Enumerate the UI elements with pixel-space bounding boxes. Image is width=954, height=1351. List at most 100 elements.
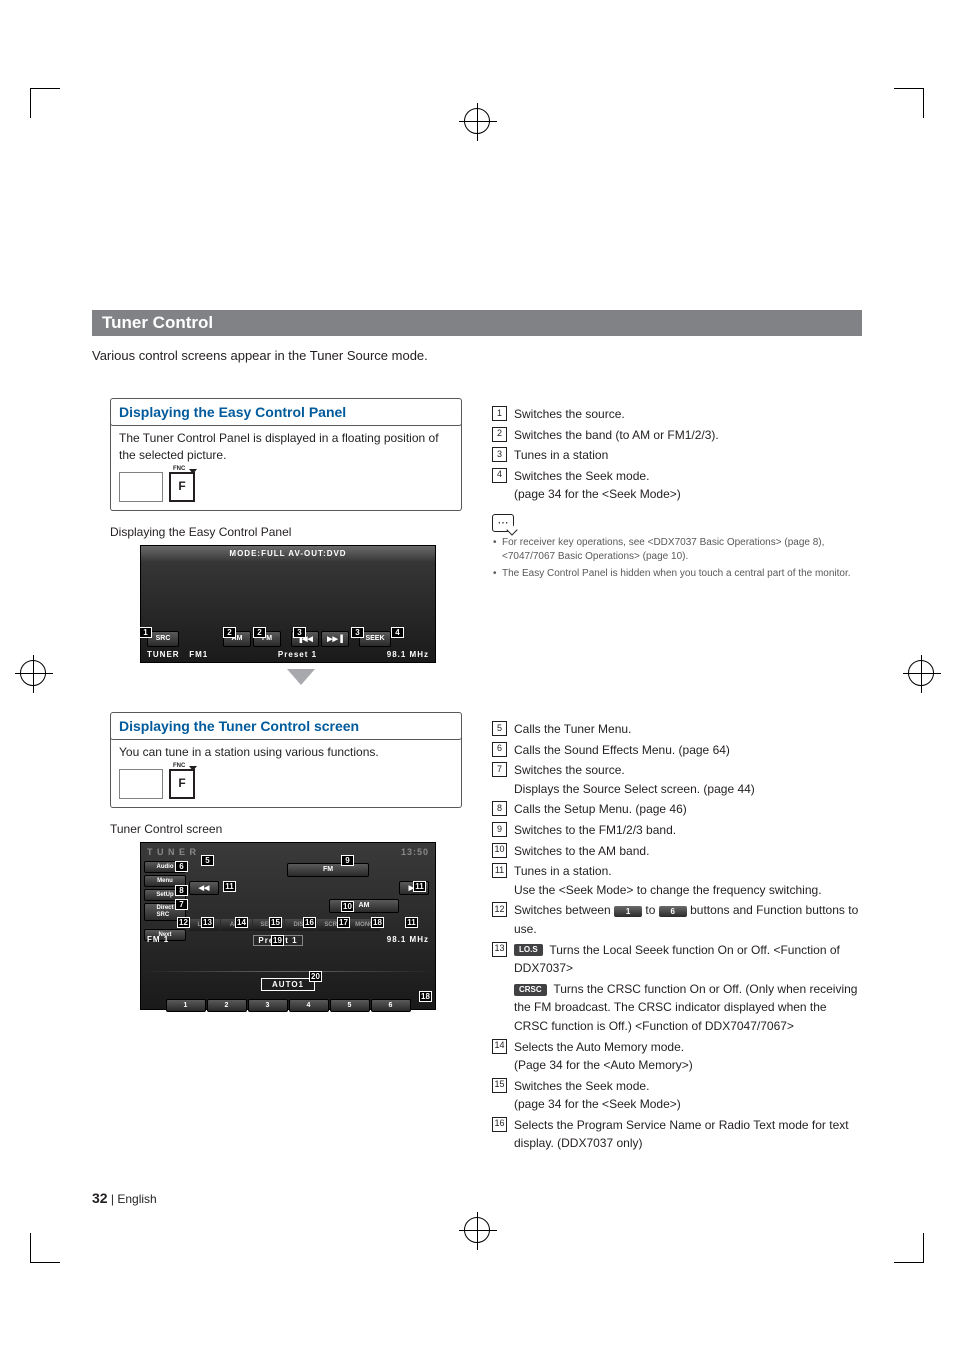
txt-2: Switches the band (to AM or FM1/2/3). bbox=[514, 426, 862, 445]
t5: Calls the Tuner Menu. bbox=[514, 720, 862, 739]
section1-body: The Tuner Control Panel is displayed in … bbox=[110, 423, 462, 511]
auto1-indicator: AUTO1 bbox=[261, 978, 315, 991]
n9: 9 bbox=[492, 822, 507, 837]
co-6: 6 bbox=[175, 861, 188, 872]
co-18: 18 bbox=[371, 917, 384, 928]
co-17: 17 bbox=[337, 917, 350, 928]
preset-6[interactable]: 6 bbox=[371, 999, 411, 1012]
note-2: The Easy Control Panel is hidden when yo… bbox=[502, 567, 862, 581]
los-pill: LO.S bbox=[514, 944, 543, 956]
n10: 10 bbox=[492, 843, 507, 858]
preset-2[interactable]: 2 bbox=[207, 999, 247, 1012]
next-button[interactable]: ▶▶▐ bbox=[321, 631, 349, 647]
preset-3[interactable]: 3 bbox=[248, 999, 288, 1012]
section2-body: You can tune in a station using various … bbox=[110, 737, 462, 808]
list-right1: 1 Switches the source. 2 Switches the band… bbox=[492, 405, 862, 504]
t14: Selects the Auto Memory mode. (Page 34 f… bbox=[514, 1038, 862, 1075]
easy-control-screen: MODE:FULL AV-OUT:DVD SRC AM FM ▐◀◀ ▶▶▐ S… bbox=[140, 545, 436, 663]
prev-tune[interactable]: ◀◀ bbox=[189, 881, 219, 895]
section2-head: Displaying the Tuner Control screen bbox=[110, 712, 462, 740]
note-1: For receiver key operations, see <DDX703… bbox=[502, 536, 862, 564]
txt-4: Switches the Seek mode. (page 34 for the… bbox=[514, 467, 862, 504]
triangle-down-icon bbox=[287, 669, 315, 685]
co-9: 9 bbox=[341, 855, 354, 866]
fm-band-btn[interactable]: FM bbox=[287, 863, 369, 877]
co-10: 10 bbox=[341, 901, 354, 912]
freq-info: 98.1 MHz bbox=[387, 935, 429, 946]
callout-2a: 2 bbox=[223, 627, 236, 638]
tuner-hdr: T U N E R bbox=[147, 847, 197, 857]
n7: 7 bbox=[492, 762, 507, 777]
callout-4: 4 bbox=[391, 627, 404, 638]
num-1: 1 bbox=[492, 406, 507, 421]
n16: 16 bbox=[492, 1117, 507, 1132]
num-2: 2 bbox=[492, 427, 507, 442]
n13: 13 bbox=[492, 942, 507, 957]
list-right2: 5Calls the Tuner Menu. 6Calls the Sound … bbox=[492, 720, 862, 1153]
fnc-f-icon: F bbox=[169, 472, 195, 502]
subtitle: Various control screens appear in the Tu… bbox=[92, 348, 428, 363]
t13b: CRSC Turns the CRSC function On or Off. … bbox=[514, 980, 862, 1036]
t8: Calls the Setup Menu. (page 46) bbox=[514, 800, 862, 819]
crsc-pill: CRSC bbox=[514, 984, 547, 996]
n8: 8 bbox=[492, 801, 507, 816]
n14: 14 bbox=[492, 1039, 507, 1054]
preset-4[interactable]: 4 bbox=[289, 999, 329, 1012]
num-4: 4 bbox=[492, 468, 507, 483]
preset-label: Preset 1 bbox=[278, 650, 317, 659]
section1-head: Displaying the Easy Control Panel bbox=[110, 398, 462, 426]
notes: For receiver key operations, see <DDX703… bbox=[492, 536, 862, 581]
tuner-label: TUNER bbox=[147, 650, 180, 659]
fnc-f-icon-2: F bbox=[169, 769, 195, 799]
fnc-blank bbox=[119, 472, 163, 502]
txt-3: Tunes in a station bbox=[514, 446, 862, 465]
pill-6: 6 bbox=[659, 906, 687, 917]
note-icon: ⋯ bbox=[492, 514, 514, 532]
section2-text: You can tune in a station using various … bbox=[119, 745, 379, 759]
co-11b: 11 bbox=[413, 881, 426, 892]
callout-3a: 3 bbox=[293, 627, 306, 638]
freq-label: 98.1 MHz bbox=[387, 650, 429, 659]
co-13: 13 bbox=[201, 917, 214, 928]
fm1-info: FM 1 bbox=[147, 935, 169, 946]
t15: Switches the Seek mode. (page 34 for the… bbox=[514, 1077, 862, 1114]
t12: Switches between 1 to 6 buttons and Func… bbox=[514, 901, 862, 938]
mode-bar: MODE:FULL AV-OUT:DVD bbox=[141, 546, 435, 561]
callout-1: 1 bbox=[139, 627, 152, 638]
co-15: 15 bbox=[269, 917, 282, 928]
co-19: 19 bbox=[271, 935, 284, 946]
fnc-row: F bbox=[119, 472, 453, 502]
co-11c: 11 bbox=[405, 917, 418, 928]
screen2-label: Tuner Control screen bbox=[110, 822, 462, 836]
co-5: 5 bbox=[201, 855, 214, 866]
page-num: 32 bbox=[92, 1190, 108, 1206]
t11: Tunes in a station. Use the <Seek Mode> … bbox=[514, 862, 862, 899]
fm1-label: FM1 bbox=[189, 650, 208, 659]
n15: 15 bbox=[492, 1078, 507, 1093]
txt-1: Switches the source. bbox=[514, 405, 862, 424]
num-3: 3 bbox=[492, 447, 507, 462]
n12: 12 bbox=[492, 902, 507, 917]
t13: LO.S Turns the Local Seeek function On o… bbox=[514, 941, 862, 978]
co-11a: 11 bbox=[223, 881, 236, 892]
co-18b: 18 bbox=[419, 991, 432, 1002]
t9: Switches to the FM1/2/3 band. bbox=[514, 821, 862, 840]
n6: 6 bbox=[492, 742, 507, 757]
n11: 11 bbox=[492, 863, 507, 878]
co-20: 20 bbox=[309, 971, 322, 982]
preset-1[interactable]: 1 bbox=[166, 999, 206, 1012]
t6: Calls the Sound Effects Menu. (page 64) bbox=[514, 741, 862, 760]
time: 13:50 bbox=[401, 847, 429, 857]
callout-3b: 3 bbox=[351, 627, 364, 638]
tuner-control-screen: T U N E R13:50 Audio Menu SetUp Direct S… bbox=[140, 842, 436, 1010]
t10: Switches to the AM band. bbox=[514, 842, 862, 861]
am-band-btn[interactable]: AM bbox=[329, 899, 399, 913]
footer-lang: English bbox=[117, 1192, 156, 1206]
t16: Selects the Program Service Name or Radi… bbox=[514, 1116, 862, 1153]
pill-1: 1 bbox=[614, 906, 642, 917]
t7: Switches the source. Displays the Source… bbox=[514, 761, 862, 798]
footer-sep: | bbox=[108, 1192, 118, 1206]
co-8: 8 bbox=[175, 885, 188, 896]
preset-5[interactable]: 5 bbox=[330, 999, 370, 1012]
title-bar: Tuner Control bbox=[92, 310, 862, 336]
